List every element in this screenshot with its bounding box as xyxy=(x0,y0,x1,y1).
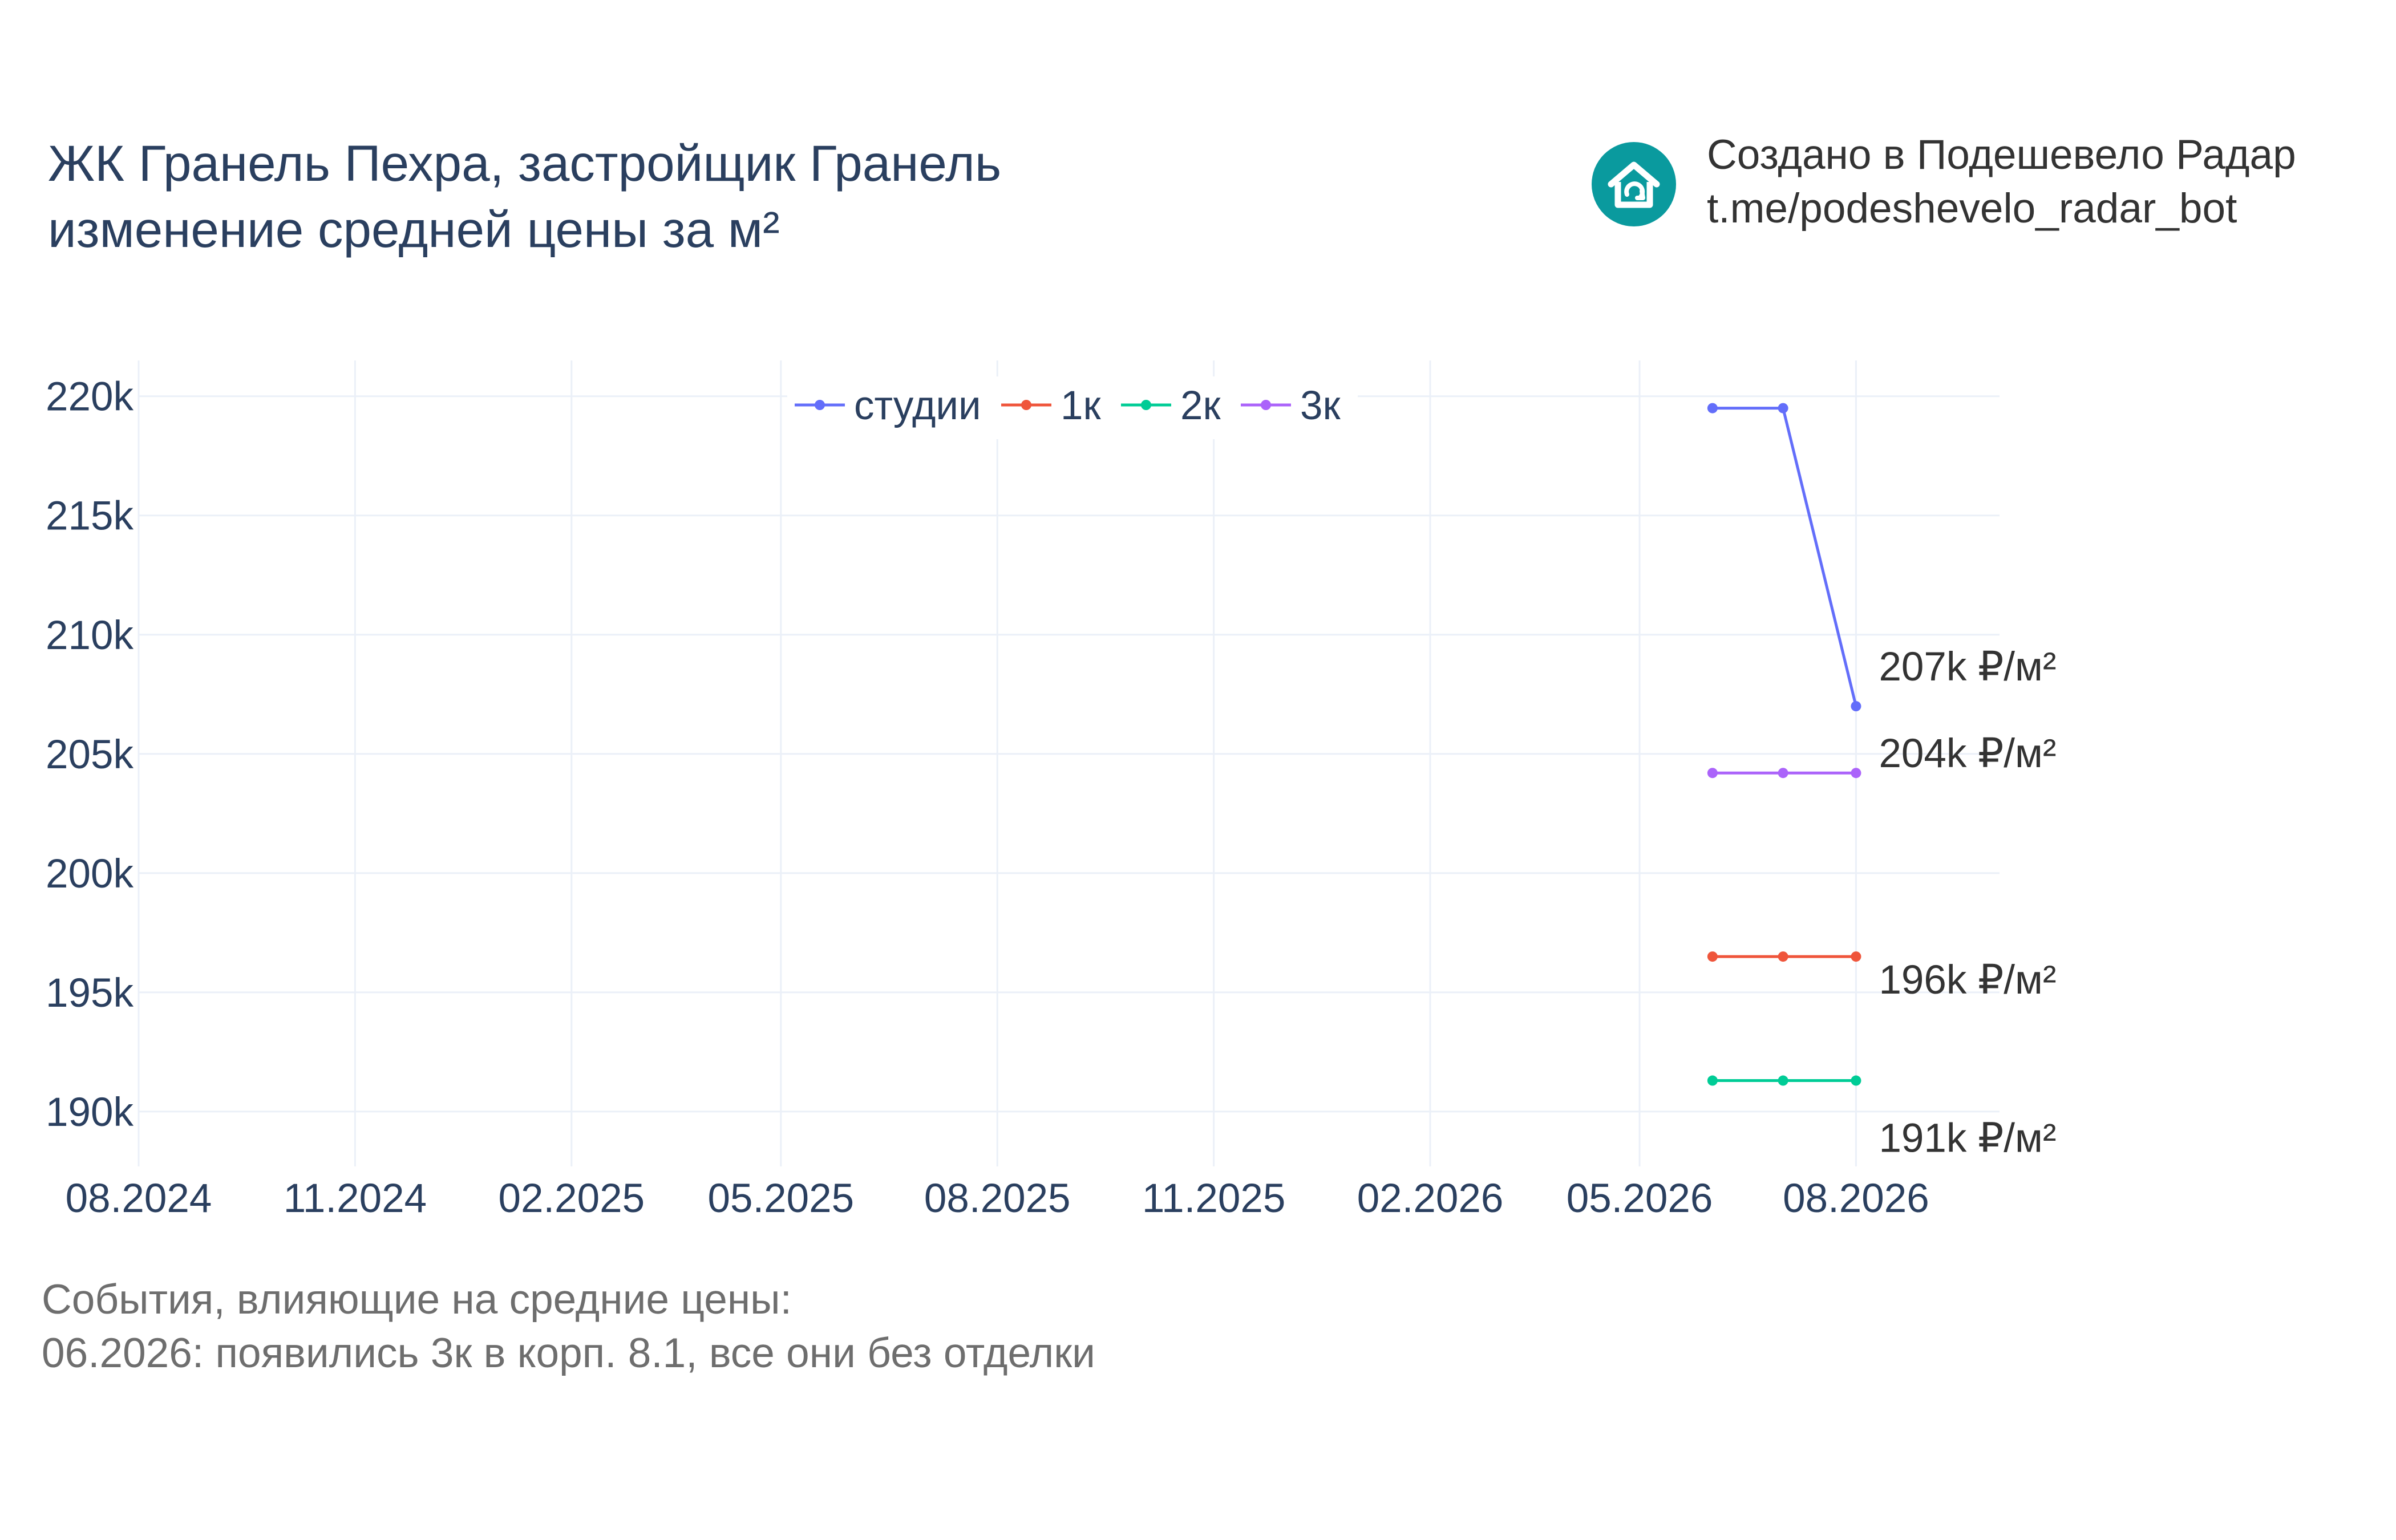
y-tick-label: 200k xyxy=(46,852,133,897)
y-gridlines xyxy=(139,395,2000,1113)
chart-title: ЖК Гранель Пехра, застройщик Гранель изм… xyxy=(48,130,1001,262)
house-refresh-icon xyxy=(1592,142,1676,226)
legend-item[interactable]: 3к xyxy=(1241,383,1341,428)
end-value-label: 191k ₽/м² xyxy=(1879,1116,2056,1161)
data-point[interactable] xyxy=(1707,403,1718,414)
end-value-label: 204k ₽/м² xyxy=(1879,731,2056,776)
x-tick-label: 02.2026 xyxy=(1357,1176,1504,1221)
y-axis: 190k 195k 200k 205k 210k 215k 220k xyxy=(46,375,133,1135)
data-point[interactable] xyxy=(1778,768,1788,779)
brand-link[interactable]: t.me/podeshevelo_radar_bot xyxy=(1707,185,2237,232)
x-tick-label: 11.2025 xyxy=(1142,1176,1285,1221)
series-line xyxy=(1712,407,1857,707)
data-point[interactable] xyxy=(1851,1075,1861,1086)
legend-label: 3к xyxy=(1300,383,1341,428)
events-block: События, влияющие на средние цены: 06.20… xyxy=(42,1273,1095,1380)
x-axis: 08.2024 11.2024 02.2025 05.2025 08.2025 11.20… xyxy=(66,1176,1929,1221)
legend-label: 1к xyxy=(1061,383,1101,428)
data-point[interactable] xyxy=(1778,403,1788,414)
end-labels: 207k ₽/м² 204k ₽/м² 196k ₽/м² 191k ₽/м² xyxy=(1879,645,2056,1161)
x-gridlines xyxy=(137,360,1857,1166)
legend-label: студии xyxy=(854,383,981,428)
end-value-label: 196k ₽/м² xyxy=(1879,958,2056,1003)
legend-marker xyxy=(1261,400,1271,410)
data-point[interactable] xyxy=(1707,768,1718,779)
x-tick-label: 08.2024 xyxy=(66,1176,212,1221)
series-layer xyxy=(1707,403,1861,1086)
series-4 xyxy=(1707,768,1861,779)
legend-item[interactable]: студии xyxy=(795,383,981,428)
y-tick-label: 205k xyxy=(46,732,133,777)
legend-label: 2к xyxy=(1180,383,1221,428)
data-point[interactable] xyxy=(1851,768,1861,779)
end-value-label: 207k ₽/м² xyxy=(1879,645,2056,690)
x-tick-label: 05.2026 xyxy=(1567,1176,1713,1221)
data-point[interactable] xyxy=(1851,951,1861,962)
x-tick-label: 08.2026 xyxy=(1783,1176,1929,1221)
y-tick-label: 195k xyxy=(46,971,133,1016)
y-tick-label: 215k xyxy=(46,494,133,539)
x-tick-label: 11.2024 xyxy=(284,1176,427,1221)
chart-title-line-1: ЖК Гранель Пехра, застройщик Гранель xyxy=(48,135,1002,192)
y-tick-label: 210k xyxy=(46,613,133,658)
data-point[interactable] xyxy=(1851,701,1861,712)
data-point[interactable] xyxy=(1707,951,1718,962)
y-tick-label: 220k xyxy=(46,375,133,420)
series-2 xyxy=(1707,951,1861,962)
legend-item[interactable]: 1к xyxy=(1001,383,1101,428)
x-tick-label: 02.2025 xyxy=(498,1176,645,1221)
legend-item[interactable]: 2к xyxy=(1121,383,1221,428)
legend-marker xyxy=(815,400,825,410)
y-tick-label: 190k xyxy=(46,1090,133,1135)
x-tick-label: 08.2025 xyxy=(924,1176,1071,1221)
event-item: 06.2026: появились 3к в корп. 8.1, все о… xyxy=(42,1330,1095,1376)
x-tick-label: 05.2025 xyxy=(707,1176,854,1221)
data-point[interactable] xyxy=(1707,1075,1718,1086)
events-heading: События, влияющие на средние цены: xyxy=(42,1276,792,1323)
data-point[interactable] xyxy=(1778,951,1788,962)
brand-name: Создано в Подешевело Радар xyxy=(1707,132,2296,178)
series-3 xyxy=(1707,1075,1861,1086)
brand-caption: Создано в Подешевело Радар t.me/podeshev… xyxy=(1707,128,2296,236)
legend-marker xyxy=(1141,400,1151,410)
series-1 xyxy=(1707,403,1861,712)
brand-block: Создано в Подешевело Радар t.me/podeshev… xyxy=(1592,128,2379,237)
legend-marker xyxy=(1021,400,1031,410)
data-point[interactable] xyxy=(1778,1075,1788,1086)
legend: студии 1к 2к 3к xyxy=(787,376,1358,439)
chart-title-line-2: изменение средней цены за м² xyxy=(48,201,780,258)
